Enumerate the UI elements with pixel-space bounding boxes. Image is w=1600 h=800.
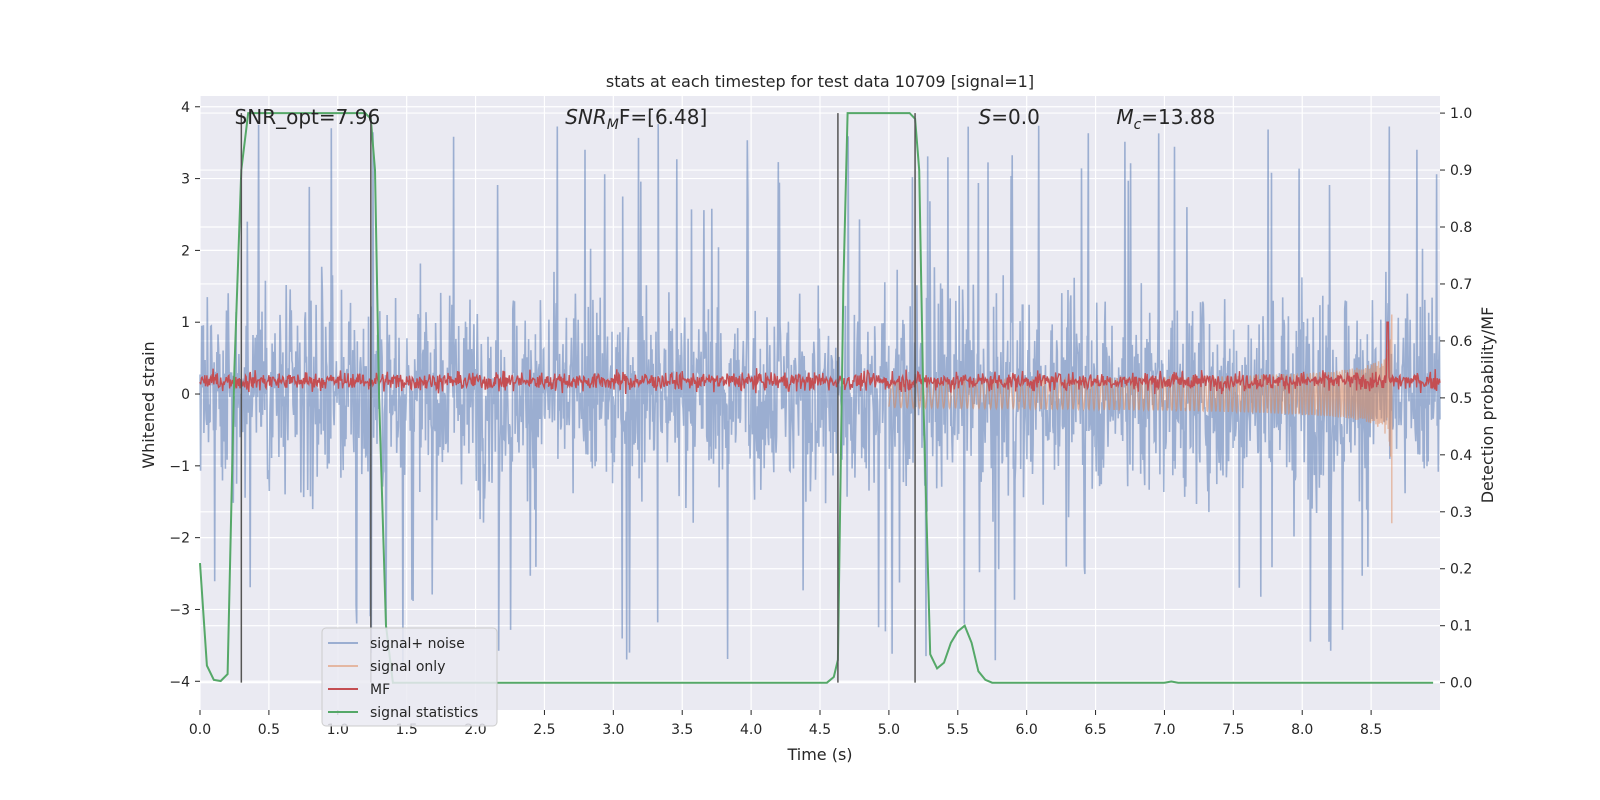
y-right-tick-label: 0.2 — [1450, 562, 1472, 578]
y-left-tick-label: 2 — [181, 243, 190, 259]
legend-label: MF — [370, 682, 390, 698]
annotations: SNR_opt=7.96 SNRMF=[6.48] S=0.0 Mc=13.88 — [235, 105, 1216, 133]
y-right-axis-label: Detection probability/MF — [1478, 307, 1497, 504]
y-left-tick-label: −1 — [169, 459, 190, 475]
x-tick-label: 8.5 — [1360, 722, 1382, 738]
y-right-tick-label: 0.5 — [1450, 391, 1472, 407]
y-left-tick-label: 4 — [181, 100, 190, 116]
y-right-tick-label: 0.4 — [1450, 448, 1472, 464]
legend-label: signal statistics — [370, 705, 478, 721]
y-right-ticks: 1.0 0.9 0.8 0.7 0.6 0.5 0.4 0.3 0.2 0.1 0.0 — [1440, 106, 1472, 692]
y-right-tick-label: 0.0 — [1450, 676, 1472, 692]
x-tick-label: 3.0 — [602, 722, 624, 738]
legend-label: signal only — [370, 659, 445, 675]
x-tick-label: 5.5 — [947, 722, 969, 738]
y-left-tick-label: −3 — [169, 602, 190, 618]
y-left-axis-label: Whitened strain — [139, 341, 158, 468]
x-tick-label: 4.0 — [740, 722, 762, 738]
series-layer — [199, 112, 1441, 684]
y-right-tick-label: 0.3 — [1450, 505, 1472, 521]
x-tick-label: 6.0 — [1016, 722, 1038, 738]
annotation-2: SNRMF=[6.48] — [565, 105, 707, 133]
y-left-ticks: 4 3 2 1 0 −1 −2 −3 −4 — [169, 100, 200, 690]
y-right-tick-label: 0.8 — [1450, 220, 1472, 236]
y-left-tick-label: −2 — [169, 531, 190, 547]
series-mf — [199, 321, 1441, 395]
x-tick-label: 7.5 — [1222, 722, 1244, 738]
x-tick-label: 2.5 — [533, 722, 555, 738]
y-right-tick-label: 0.7 — [1450, 277, 1472, 293]
y-left-tick-label: −4 — [169, 674, 190, 690]
y-right-tick-label: 0.6 — [1450, 334, 1472, 350]
annotation-1: SNR_opt=7.96 — [235, 105, 381, 129]
vertical-markers — [240, 113, 916, 683]
legend-label: signal+ noise — [370, 636, 465, 652]
x-ticks: 0.0 0.5 1.0 1.5 2.0 2.5 3.0 3.5 4.0 4.5 5.0 5.5 6.0 6… — [189, 710, 1382, 738]
legend: signal+ noise signal only MF signal statist… — [321, 627, 498, 727]
y-right-tick-label: 0.9 — [1450, 163, 1472, 179]
x-axis-label: Time (s) — [786, 745, 852, 764]
x-tick-label: 0.0 — [189, 722, 211, 738]
x-tick-label: 0.5 — [258, 722, 280, 738]
x-tick-label: 8.0 — [1291, 722, 1313, 738]
x-tick-label: 3.5 — [671, 722, 693, 738]
y-left-tick-label: 3 — [181, 172, 190, 188]
annotation-4: Mc=13.88 — [1116, 105, 1215, 133]
y-left-tick-label: 0 — [181, 387, 190, 403]
series-signal-statistics — [199, 112, 1434, 684]
x-tick-label: 6.5 — [1084, 722, 1106, 738]
x-tick-label: 7.0 — [1153, 722, 1175, 738]
x-tick-label: 5.0 — [878, 722, 900, 738]
annotation-3: S=0.0 — [979, 105, 1040, 129]
y-right-tick-label: 0.1 — [1450, 619, 1472, 635]
y-left-tick-label: 1 — [181, 315, 190, 331]
legend-box — [321, 627, 498, 727]
y-right-tick-label: 1.0 — [1450, 106, 1472, 122]
chart-title: stats at each timestep for test data 107… — [606, 72, 1034, 91]
x-tick-label: 4.5 — [809, 722, 831, 738]
